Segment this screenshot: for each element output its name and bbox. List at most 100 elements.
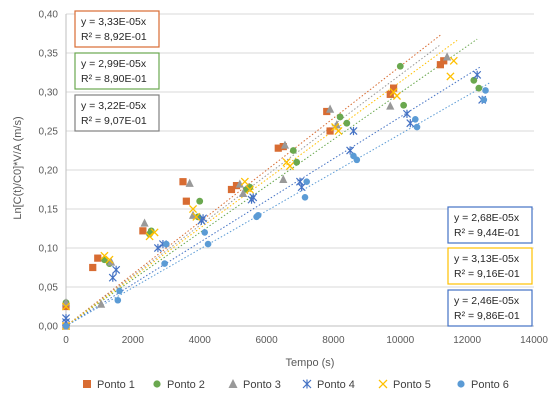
data-point xyxy=(473,70,482,79)
legend-label: Ponto 6 xyxy=(471,379,509,391)
legend-item: Ponto 3 xyxy=(228,379,281,391)
data-point xyxy=(199,214,208,223)
data-point xyxy=(470,76,478,84)
y-tick-label: 0,35 xyxy=(39,49,59,60)
y-tick-label: 0,30 xyxy=(39,88,59,99)
data-point xyxy=(61,314,71,323)
y-tick-label: 0,10 xyxy=(39,244,59,255)
legend-item: Ponto 4 xyxy=(302,379,355,391)
data-point xyxy=(188,210,198,219)
data-point xyxy=(240,177,249,186)
data-point xyxy=(280,140,290,149)
data-point xyxy=(145,232,154,241)
data-point xyxy=(279,174,288,183)
x-tick-label: 6000 xyxy=(255,335,278,346)
data-point xyxy=(192,212,201,221)
trendline-equation: y = 3,22E-05x xyxy=(81,100,147,112)
legend-label: Ponto 5 xyxy=(393,379,431,391)
equation-box: y = 2,99E-05x R² = 8,90E-01 xyxy=(74,52,160,90)
data-point xyxy=(349,126,358,136)
data-point xyxy=(326,127,334,135)
trendline-r2: R² = 9,07E-01 xyxy=(81,115,147,127)
data-point xyxy=(139,227,147,235)
trendline-equation: y = 2,68E-05x xyxy=(454,212,520,224)
data-point xyxy=(108,273,117,282)
data-point xyxy=(449,56,458,65)
y-axis-title: Ln[C(t)/C0]*V/A (m/s) xyxy=(12,116,24,219)
legend-item: Ponto 1 xyxy=(83,379,135,391)
data-point xyxy=(196,197,204,205)
data-point xyxy=(413,123,421,131)
data-point xyxy=(83,380,91,388)
data-points xyxy=(61,52,489,331)
data-point xyxy=(332,120,341,129)
data-point xyxy=(336,113,344,121)
equation-box-border xyxy=(74,52,160,90)
legend-label: Ponto 1 xyxy=(97,379,135,391)
data-point xyxy=(343,119,351,127)
equation-box: y = 3,22E-05x R² = 9,07E-01 xyxy=(74,94,160,132)
data-point xyxy=(442,52,452,61)
data-point xyxy=(436,61,444,69)
tick-labels: 0,00 0,05 0,10 0,15 0,20 0,25 0,30 0,35 0,40 0 200… xyxy=(39,10,549,347)
equation-box-border xyxy=(447,206,533,244)
data-point xyxy=(116,287,123,295)
data-point xyxy=(390,84,398,92)
data-point xyxy=(140,218,149,227)
data-point xyxy=(182,197,190,205)
data-point xyxy=(482,87,489,94)
data-point xyxy=(285,162,295,171)
legend-item: Ponto 5 xyxy=(378,379,431,391)
data-point xyxy=(112,265,121,274)
data-point xyxy=(378,379,388,389)
data-point xyxy=(179,178,187,186)
data-point xyxy=(325,104,335,113)
data-point xyxy=(185,178,194,187)
trendline-r2: R² = 9,44E-01 xyxy=(454,227,520,239)
trendline-equation: y = 3,33E-05x xyxy=(81,16,147,28)
trendline-r2: R² = 8,92E-01 xyxy=(81,31,147,43)
legend-item: Ponto 2 xyxy=(153,379,205,391)
equation-box-border xyxy=(74,10,160,48)
equation-box: y = 3,13E-05x R² = 9,16E-01 xyxy=(447,247,533,285)
data-point xyxy=(295,177,305,186)
trendline-equation: y = 2,46E-05x xyxy=(454,295,520,307)
trendline xyxy=(65,66,481,327)
data-point xyxy=(303,178,310,185)
data-point xyxy=(188,204,198,214)
x-tick-label: 2000 xyxy=(122,335,145,346)
data-point xyxy=(254,211,262,219)
data-point xyxy=(204,240,212,248)
data-point xyxy=(440,57,448,65)
data-point xyxy=(480,96,488,104)
data-point xyxy=(235,179,244,188)
series-ponto-5 xyxy=(61,56,458,331)
data-point xyxy=(150,228,159,237)
trendline xyxy=(65,44,441,327)
equation-box-border xyxy=(74,94,160,132)
data-point xyxy=(475,84,483,92)
data-point xyxy=(232,182,241,190)
data-point xyxy=(249,193,258,202)
data-point xyxy=(274,144,282,152)
data-point xyxy=(297,183,306,192)
data-point xyxy=(400,101,408,109)
data-point xyxy=(392,91,402,100)
trendline-equation: y = 3,13E-05x xyxy=(454,253,520,265)
legend: Ponto 1 Ponto 2 Ponto 3 Ponto 4 Ponto 5 Ponto… xyxy=(83,379,509,391)
data-point xyxy=(97,299,106,308)
trendline xyxy=(65,81,491,327)
data-point xyxy=(114,296,122,304)
equation-boxes: y = 3,33E-05x R² = 8,92E-01 y = 2,99E-05x R… xyxy=(74,10,533,327)
legend-item: Ponto 6 xyxy=(457,379,509,391)
trendline-r2: R² = 8,90E-01 xyxy=(81,73,147,85)
y-tick-label: 0,15 xyxy=(39,205,59,216)
data-point xyxy=(412,116,419,123)
data-point xyxy=(94,254,102,262)
equation-box-border xyxy=(447,247,533,285)
series-ponto-4 xyxy=(61,70,487,327)
data-point xyxy=(457,380,465,388)
x-tick-label: 14000 xyxy=(520,335,548,346)
y-tick-label: 0,25 xyxy=(39,127,59,138)
